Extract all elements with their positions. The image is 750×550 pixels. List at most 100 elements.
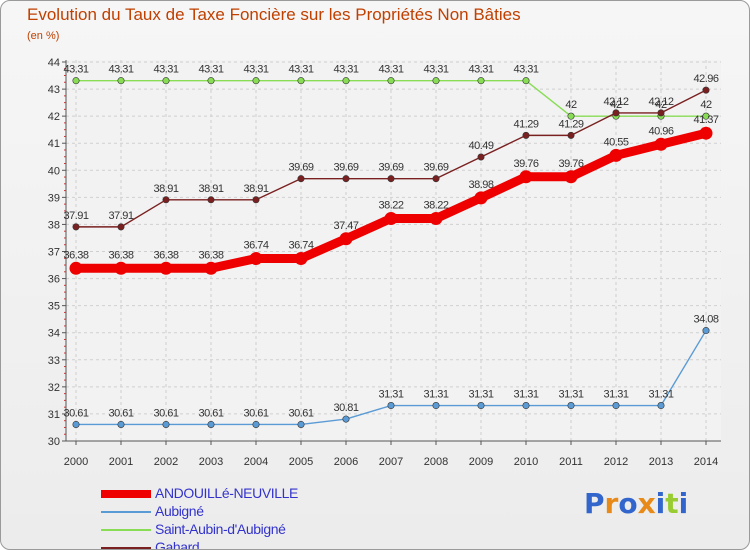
data-label: 42.12	[603, 96, 628, 108]
x-tick-label: 2007	[379, 456, 403, 468]
y-tick-label: 41	[48, 138, 60, 150]
x-tick-label: 2013	[649, 456, 673, 468]
data-point	[252, 77, 260, 85]
data-label: 31.31	[558, 389, 583, 401]
data-point	[117, 77, 125, 85]
data-label: 37.91	[63, 210, 88, 222]
data-point	[159, 261, 173, 275]
data-label: 31.31	[603, 389, 628, 401]
x-tick-label: 2001	[109, 456, 133, 468]
data-label: 40.55	[603, 136, 628, 148]
data-point	[612, 109, 620, 117]
data-label: 30.61	[63, 407, 88, 419]
x-tick-label: 2010	[514, 456, 538, 468]
data-label: 36.74	[243, 240, 268, 252]
x-tick-label: 2004	[244, 456, 268, 468]
chart-title: Evolution du Taux de Taxe Foncière sur l…	[27, 5, 521, 24]
data-point	[297, 420, 305, 428]
proxiti-logo: Proxiti	[584, 487, 689, 520]
y-tick-label: 33	[48, 355, 60, 367]
x-tick-label: 2005	[289, 456, 313, 468]
data-label: 30.61	[108, 407, 133, 419]
data-point	[654, 137, 668, 151]
legend-swatch	[101, 511, 151, 513]
data-point	[162, 196, 170, 204]
data-point	[657, 402, 665, 410]
data-point	[522, 77, 530, 85]
x-tick-label: 2012	[604, 456, 628, 468]
data-label: 43.31	[198, 64, 223, 76]
data-label: 39.69	[423, 162, 448, 174]
y-tick-label: 36	[48, 274, 60, 286]
data-label: 38.22	[423, 199, 448, 211]
data-point	[72, 223, 80, 231]
data-point	[657, 109, 665, 117]
y-tick-label: 31	[48, 409, 60, 421]
data-label: 30.61	[288, 407, 313, 419]
data-label: 30.61	[243, 407, 268, 419]
legend-swatch	[101, 547, 151, 549]
y-tick-label: 43	[48, 84, 60, 96]
data-label: 43.31	[513, 64, 538, 76]
data-label: 36.38	[108, 249, 133, 261]
data-point	[477, 402, 485, 410]
data-point	[522, 131, 530, 139]
data-label: 36.38	[63, 249, 88, 261]
data-label: 43.31	[378, 64, 403, 76]
y-tick-label: 37	[48, 247, 60, 259]
data-label: 31.31	[378, 389, 403, 401]
data-point	[72, 420, 80, 428]
data-point	[114, 261, 128, 275]
data-label: 43.31	[108, 64, 133, 76]
data-point	[162, 420, 170, 428]
data-label: 36.74	[288, 240, 313, 252]
data-point	[207, 196, 215, 204]
data-point	[339, 232, 353, 246]
y-tick-label: 35	[48, 301, 60, 313]
x-tick-label: 2003	[199, 456, 223, 468]
data-point	[432, 175, 440, 183]
y-tick-label: 30	[48, 436, 60, 448]
data-label: 41.29	[558, 118, 583, 130]
y-tick-label: 42	[48, 111, 60, 123]
data-point	[162, 77, 170, 85]
legend-label: Aubigné	[155, 503, 204, 519]
data-point	[387, 402, 395, 410]
data-label: 36.38	[153, 249, 178, 261]
data-label: 41.29	[513, 118, 538, 130]
data-point	[342, 175, 350, 183]
data-label: 40.49	[468, 140, 493, 152]
data-point	[384, 211, 398, 225]
data-point	[342, 415, 350, 423]
data-point	[207, 420, 215, 428]
data-label: 31.31	[423, 389, 448, 401]
y-tick-label: 38	[48, 219, 60, 231]
data-label: 38.98	[468, 179, 493, 191]
x-tick-label: 2014	[694, 456, 718, 468]
data-label: 40.96	[648, 125, 673, 137]
data-point	[252, 420, 260, 428]
data-label: 36.38	[198, 249, 223, 261]
data-point	[567, 112, 575, 120]
data-point	[522, 402, 530, 410]
data-point	[252, 196, 260, 204]
data-point	[72, 77, 80, 85]
data-label: 39.69	[333, 162, 358, 174]
data-point	[387, 175, 395, 183]
data-label: 38.91	[243, 183, 268, 195]
data-label: 39.69	[378, 162, 403, 174]
y-tick-label: 32	[48, 382, 60, 394]
data-label: 34.08	[693, 314, 718, 326]
data-point	[567, 402, 575, 410]
data-label: 42	[700, 99, 712, 111]
data-label: 30.61	[153, 407, 178, 419]
x-tick-label: 2011	[559, 456, 583, 468]
data-point	[249, 252, 263, 266]
x-tick-label: 2002	[154, 456, 178, 468]
data-label: 42.96	[693, 73, 718, 85]
data-label: 42	[655, 99, 667, 111]
legend-label: Saint-Aubin-d'Aubigné	[155, 521, 286, 537]
data-label: 31.31	[513, 389, 538, 401]
data-label: 43.31	[468, 64, 493, 76]
